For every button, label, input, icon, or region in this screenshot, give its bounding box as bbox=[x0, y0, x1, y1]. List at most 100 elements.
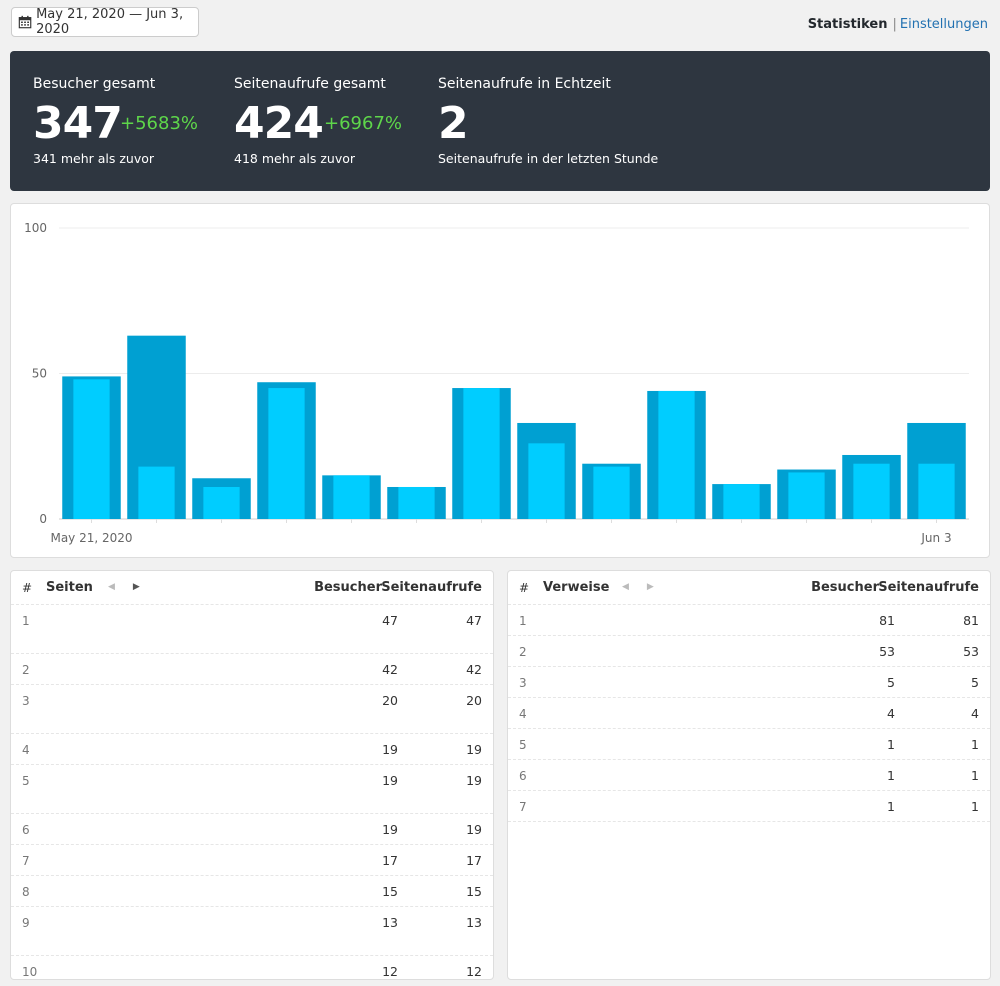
table-row[interactable]: 4 19 19 bbox=[11, 734, 493, 765]
date-range-picker[interactable]: May 21, 2020 — Jun 3, 2020 bbox=[11, 7, 199, 37]
row-number: 9 bbox=[22, 916, 30, 930]
row-number: 5 bbox=[22, 774, 30, 788]
table-row[interactable]: 6 19 19 bbox=[11, 814, 493, 845]
referrers-pagination: ◀ ▶ bbox=[622, 582, 654, 592]
stat-realtime-label: Seitenaufrufe in Echtzeit bbox=[438, 76, 611, 92]
row-pageviews: 19 bbox=[466, 742, 482, 757]
row-number: 6 bbox=[22, 823, 30, 837]
row-number: 5 bbox=[519, 738, 527, 752]
row-pageviews: 47 bbox=[466, 613, 482, 628]
row-number: 2 bbox=[22, 663, 30, 677]
pages-pageviews-header: Seitenaufrufe bbox=[381, 580, 482, 595]
x-tick-label: May 21, 2020 bbox=[50, 531, 132, 545]
bar-inner bbox=[138, 466, 175, 519]
referrers-hash-header: # bbox=[519, 581, 530, 595]
table-row[interactable]: 7 1 1 bbox=[508, 791, 990, 822]
referrers-pageviews-header: Seitenaufrufe bbox=[878, 580, 979, 595]
stat-pageviews-sub: 418 mehr als zuvor bbox=[234, 151, 356, 166]
referrers-table: # Verweise ◀ ▶ Besucher Seitenaufrufe 1 81… bbox=[507, 570, 991, 980]
row-visitors: 47 bbox=[382, 613, 398, 628]
bar-inner bbox=[918, 463, 955, 519]
x-tick-label: Jun 3 bbox=[920, 531, 951, 545]
table-row[interactable]: 4 4 4 bbox=[508, 698, 990, 729]
pages-prev-icon[interactable]: ◀ bbox=[108, 582, 115, 592]
row-pageviews: 17 bbox=[466, 853, 482, 868]
row-visitors: 19 bbox=[382, 742, 398, 757]
stat-realtime-value: 2 bbox=[438, 98, 469, 149]
row-visitors: 1 bbox=[887, 737, 895, 752]
stat-pageviews-value: 424 bbox=[234, 98, 324, 149]
referrers-table-header: # Verweise ◀ ▶ Besucher Seitenaufrufe bbox=[508, 571, 990, 605]
nav-statistics[interactable]: Statistiken bbox=[807, 17, 888, 32]
bar-inner bbox=[528, 443, 565, 519]
bar-inner bbox=[333, 475, 370, 519]
row-visitors: 81 bbox=[879, 613, 895, 628]
row-number: 1 bbox=[519, 614, 527, 628]
table-row[interactable]: 7 17 17 bbox=[11, 845, 493, 876]
bar-inner bbox=[203, 486, 240, 519]
row-visitors: 53 bbox=[879, 644, 895, 659]
row-visitors: 13 bbox=[382, 915, 398, 930]
stat-visitors-label: Besucher gesamt bbox=[33, 76, 156, 92]
top-nav: Statistiken | Einstellungen bbox=[808, 17, 988, 32]
table-row[interactable]: 5 1 1 bbox=[508, 729, 990, 760]
pages-table-header: # Seiten ◀ ▶ Besucher Seitenaufrufe bbox=[11, 571, 493, 605]
table-row[interactable]: 9 13 13 bbox=[11, 907, 493, 956]
row-pageviews: 1 bbox=[971, 799, 979, 814]
row-number: 7 bbox=[22, 854, 30, 868]
bar-inner bbox=[268, 388, 305, 519]
row-pageviews: 19 bbox=[466, 773, 482, 788]
row-pageviews: 12 bbox=[466, 964, 482, 979]
row-pageviews: 15 bbox=[466, 884, 482, 899]
row-pageviews: 1 bbox=[971, 737, 979, 752]
table-row[interactable]: 6 1 1 bbox=[508, 760, 990, 791]
y-tick-label: 0 bbox=[39, 512, 47, 526]
stat-pageviews-label: Seitenaufrufe gesamt bbox=[234, 76, 386, 92]
stat-realtime-sub: Seitenaufrufe in der letzten Stunde bbox=[438, 151, 659, 166]
bar-chart: 0 50 100 May 21, 2020 Jun 3 bbox=[24, 221, 969, 545]
table-row[interactable]: 1 47 47 bbox=[11, 605, 493, 654]
row-pageviews: 4 bbox=[971, 706, 979, 721]
row-number: 7 bbox=[519, 800, 527, 814]
table-row[interactable]: 1 81 81 bbox=[508, 605, 990, 636]
chart-panel: 0 50 100 May 21, 2020 Jun 3 bbox=[10, 203, 990, 558]
row-pageviews: 1 bbox=[971, 768, 979, 783]
table-row[interactable]: 2 53 53 bbox=[508, 636, 990, 667]
row-number: 1 bbox=[22, 614, 30, 628]
calendar-icon bbox=[18, 15, 32, 29]
pages-title: Seiten bbox=[46, 580, 93, 595]
referrers-next-icon[interactable]: ▶ bbox=[646, 582, 654, 592]
pages-visitors-header: Besucher bbox=[314, 580, 382, 595]
y-tick-label: 50 bbox=[32, 367, 47, 381]
row-number: 10 bbox=[22, 965, 38, 979]
row-visitors: 12 bbox=[382, 964, 398, 979]
referrers-prev-icon[interactable]: ◀ bbox=[622, 582, 629, 592]
table-row[interactable]: 8 15 15 bbox=[11, 876, 493, 907]
row-visitors: 4 bbox=[887, 706, 895, 721]
row-number: 4 bbox=[22, 743, 30, 757]
row-visitors: 19 bbox=[382, 822, 398, 837]
bar-inner bbox=[463, 388, 500, 519]
row-visitors: 5 bbox=[887, 675, 895, 690]
table-row[interactable]: 10 12 12 bbox=[11, 956, 493, 979]
pages-table: # Seiten ◀ ▶ Besucher Seitenaufrufe 1 47 47… bbox=[10, 570, 494, 980]
row-pageviews: 53 bbox=[963, 644, 979, 659]
bar-inner bbox=[853, 463, 890, 519]
bar-inner bbox=[593, 466, 630, 519]
bar-inner bbox=[398, 486, 435, 519]
table-row[interactable]: 5 19 19 bbox=[11, 765, 493, 814]
bar-inner bbox=[73, 379, 110, 519]
stat-visitors-sub: 341 mehr als zuvor bbox=[33, 151, 155, 166]
pages-next-icon[interactable]: ▶ bbox=[132, 582, 140, 592]
nav-settings-link[interactable]: Einstellungen bbox=[899, 17, 988, 32]
table-row[interactable]: 2 42 42 bbox=[11, 654, 493, 685]
table-row[interactable]: 3 20 20 bbox=[11, 685, 493, 734]
row-number: 8 bbox=[22, 885, 30, 899]
table-row[interactable]: 3 5 5 bbox=[508, 667, 990, 698]
row-number: 4 bbox=[519, 707, 527, 721]
y-tick-label: 100 bbox=[24, 221, 47, 235]
row-number: 6 bbox=[519, 769, 527, 783]
row-number: 3 bbox=[519, 676, 527, 690]
row-visitors: 1 bbox=[887, 799, 895, 814]
bar-inner bbox=[658, 390, 695, 519]
